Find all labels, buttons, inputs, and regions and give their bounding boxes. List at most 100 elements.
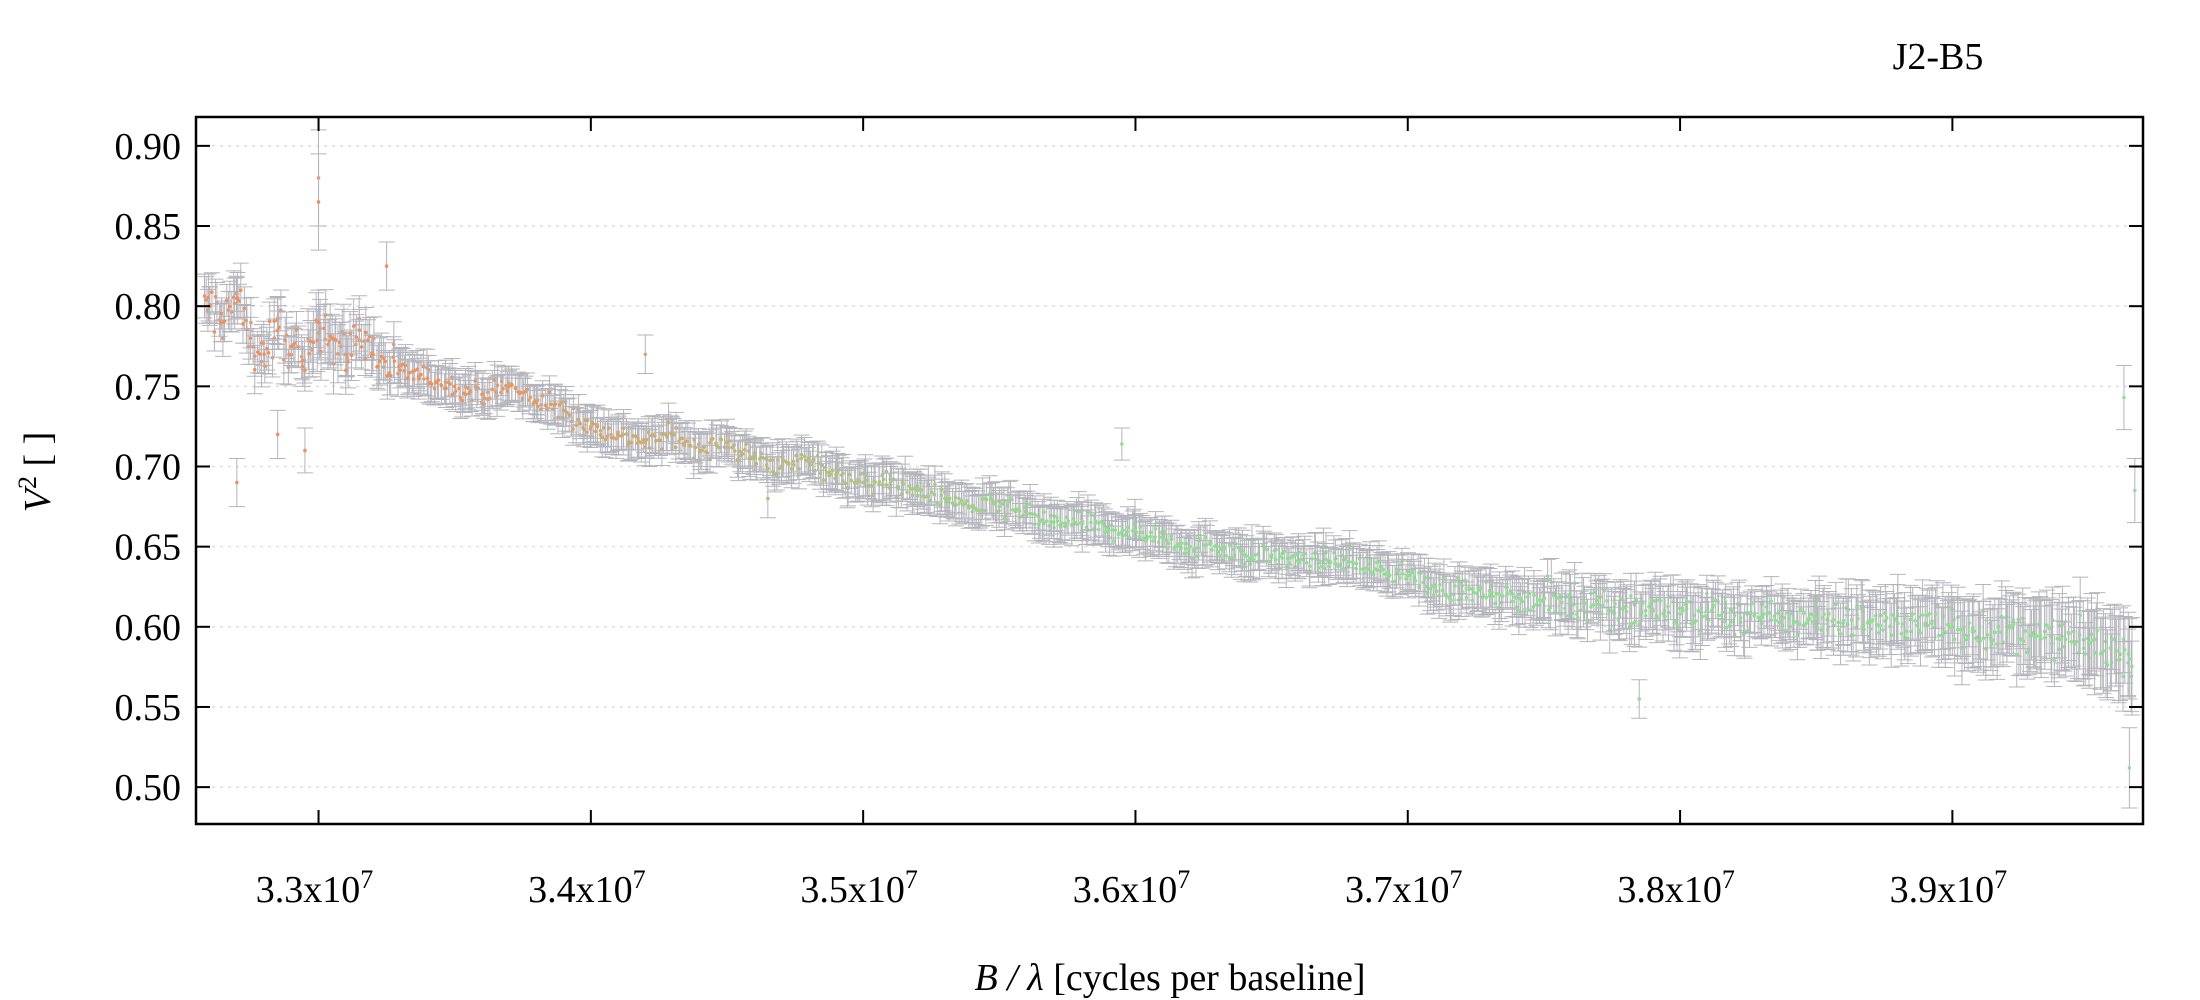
data-point xyxy=(1325,535,1342,571)
point-marker xyxy=(818,471,823,475)
data-points xyxy=(196,129,2143,809)
chart-title: J2-B5 xyxy=(1893,36,1984,78)
point-marker xyxy=(1162,529,1167,534)
data-point xyxy=(236,286,253,331)
point-marker xyxy=(559,400,563,405)
point-marker xyxy=(1753,611,1757,615)
point-marker xyxy=(602,426,606,430)
point-marker xyxy=(351,324,356,328)
data-point xyxy=(1135,521,1152,555)
point-marker xyxy=(953,495,958,500)
point-marker xyxy=(1111,539,1116,543)
point-marker xyxy=(1282,549,1287,553)
point-marker xyxy=(302,358,307,363)
point-marker xyxy=(802,454,807,459)
point-marker xyxy=(1424,584,1428,589)
point-marker xyxy=(1404,577,1408,581)
data-point xyxy=(266,298,283,344)
point-marker xyxy=(987,492,992,497)
point-marker xyxy=(1280,556,1284,560)
data-point xyxy=(594,417,611,458)
point-marker xyxy=(654,438,658,443)
data-point xyxy=(348,314,365,360)
point-marker xyxy=(403,363,408,368)
point-marker xyxy=(202,294,207,298)
point-marker xyxy=(421,364,426,369)
data-point xyxy=(1512,582,1529,616)
point-marker xyxy=(1328,560,1333,565)
point-marker xyxy=(1094,519,1098,524)
point-marker xyxy=(439,382,443,387)
data-point xyxy=(734,434,751,474)
point-marker xyxy=(1749,601,1754,606)
data-point xyxy=(585,405,602,443)
point-marker xyxy=(525,387,530,392)
data-point xyxy=(1539,558,1556,594)
point-marker xyxy=(1510,599,1515,604)
data-point xyxy=(1197,517,1214,557)
point-marker xyxy=(647,446,652,450)
point-marker xyxy=(483,396,487,401)
point-marker xyxy=(1453,584,1457,588)
data-point xyxy=(805,440,822,478)
point-marker xyxy=(307,351,311,356)
point-marker xyxy=(1476,588,1481,593)
point-marker xyxy=(959,498,964,503)
point-marker xyxy=(1040,517,1045,522)
point-marker xyxy=(1215,550,1220,554)
point-marker xyxy=(383,359,388,364)
point-marker xyxy=(501,386,505,391)
point-marker xyxy=(1251,557,1256,562)
point-marker xyxy=(1696,608,1701,613)
point-marker xyxy=(932,492,937,497)
point-marker xyxy=(661,432,666,436)
point-marker xyxy=(963,501,967,506)
point-marker xyxy=(1322,566,1327,571)
point-marker xyxy=(935,500,940,505)
data-point xyxy=(1494,579,1511,613)
data-point xyxy=(206,312,223,352)
data-point xyxy=(608,418,625,459)
point-marker xyxy=(1438,582,1442,587)
point-marker xyxy=(354,342,358,347)
point-marker xyxy=(1338,562,1343,567)
data-point xyxy=(1775,592,1792,643)
data-point xyxy=(1316,550,1333,587)
data-point xyxy=(595,408,612,448)
point-marker xyxy=(1769,599,1774,604)
point-marker xyxy=(1762,612,1766,616)
data-point xyxy=(1714,589,1731,635)
point-marker xyxy=(490,387,495,392)
point-marker xyxy=(1127,535,1132,539)
point-marker xyxy=(591,422,596,426)
point-marker xyxy=(1644,614,1648,618)
point-marker xyxy=(1264,547,1269,552)
point-marker xyxy=(1326,564,1331,569)
data-point xyxy=(429,365,446,400)
data-point xyxy=(1223,537,1240,578)
point-marker xyxy=(1049,513,1053,518)
data-point xyxy=(1428,571,1445,611)
point-marker xyxy=(1074,522,1079,527)
point-marker xyxy=(1531,604,1536,609)
data-point xyxy=(409,349,426,389)
point-marker xyxy=(754,461,759,466)
point-marker xyxy=(1190,556,1194,560)
point-marker xyxy=(873,480,878,485)
point-marker xyxy=(940,487,944,492)
data-point xyxy=(667,431,684,463)
data-point xyxy=(701,429,718,457)
point-marker xyxy=(869,484,874,488)
point-marker xyxy=(1745,610,1750,615)
point-marker xyxy=(272,319,277,323)
data-point xyxy=(1036,493,1053,531)
point-marker xyxy=(1560,600,1564,605)
data-point xyxy=(1637,591,1654,640)
data-point xyxy=(1502,574,1519,609)
point-marker xyxy=(1140,530,1144,535)
point-marker xyxy=(666,420,671,425)
data-point xyxy=(1690,584,1707,638)
data-point xyxy=(813,444,830,486)
point-marker xyxy=(957,501,961,506)
